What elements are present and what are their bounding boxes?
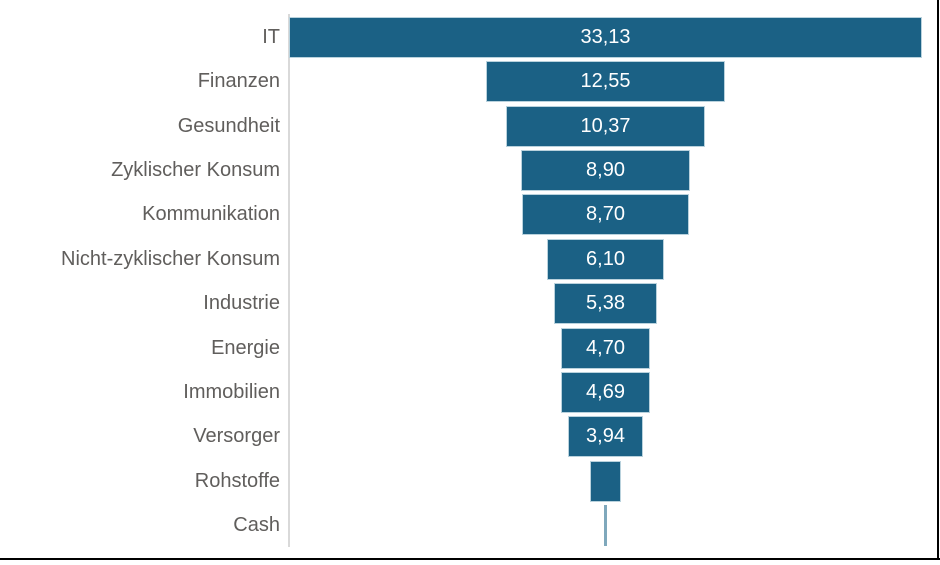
category-label-kommunikation: Kommunikation (142, 203, 280, 225)
funnel-bar-gesundheit[interactable]: 10,37 (506, 106, 705, 147)
bar-value-label: 3,94 (586, 425, 625, 447)
bar-value-label: 6,10 (586, 248, 625, 270)
funnel-bar-nicht-zyklischer-konsum[interactable]: 6,10 (547, 239, 664, 280)
category-label-rohstoffe: Rohstoffe (194, 470, 280, 492)
category-label-versorger: Versorger (193, 425, 280, 447)
funnel-bar-versorger[interactable]: 3,94 (567, 416, 644, 457)
funnel-bar-rohstoffe[interactable] (590, 461, 621, 502)
category-label-nicht-zyklischer-konsum: Nicht-zyklischer Konsum (61, 248, 280, 270)
frame-border-right (937, 0, 939, 560)
bar-value-label: 5,38 (586, 292, 625, 314)
category-label-cash: Cash (233, 514, 280, 536)
category-label-energie: Energie (211, 337, 280, 359)
funnel-bar-finanzen[interactable]: 12,55 (485, 61, 726, 102)
category-label-finanzen: Finanzen (197, 70, 280, 92)
funnel-bar-it[interactable]: 33,13 (289, 17, 922, 58)
frame-border-bottom (0, 558, 940, 560)
category-axis-line (288, 14, 290, 547)
category-label-immobilien: Immobilien (183, 381, 280, 403)
bar-value-label: 8,70 (586, 203, 625, 225)
category-label-zyklischer-konsum: Zyklischer Konsum (111, 159, 280, 181)
category-label-gesundheit: Gesundheit (177, 115, 280, 137)
funnel-bar-kommunikation[interactable]: 8,70 (522, 194, 689, 235)
bar-value-label: 12,55 (580, 70, 631, 92)
funnel-bar-immobilien[interactable]: 4,69 (560, 372, 651, 413)
funnel-bar-zyklischer-konsum[interactable]: 8,90 (520, 150, 691, 191)
bar-value-label: 4,70 (586, 337, 625, 359)
category-label-it: IT (262, 26, 280, 48)
bar-value-label: 10,37 (580, 115, 631, 137)
bar-value-label: 4,69 (586, 381, 625, 403)
funnel-bar-cash[interactable] (604, 505, 607, 546)
bar-value-label: 33,13 (580, 26, 631, 48)
funnel-bar-industrie[interactable]: 5,38 (554, 283, 657, 324)
bar-value-label: 8,90 (586, 159, 625, 181)
funnel-bar-energie[interactable]: 4,70 (560, 328, 651, 369)
category-label-industrie: Industrie (203, 292, 280, 314)
